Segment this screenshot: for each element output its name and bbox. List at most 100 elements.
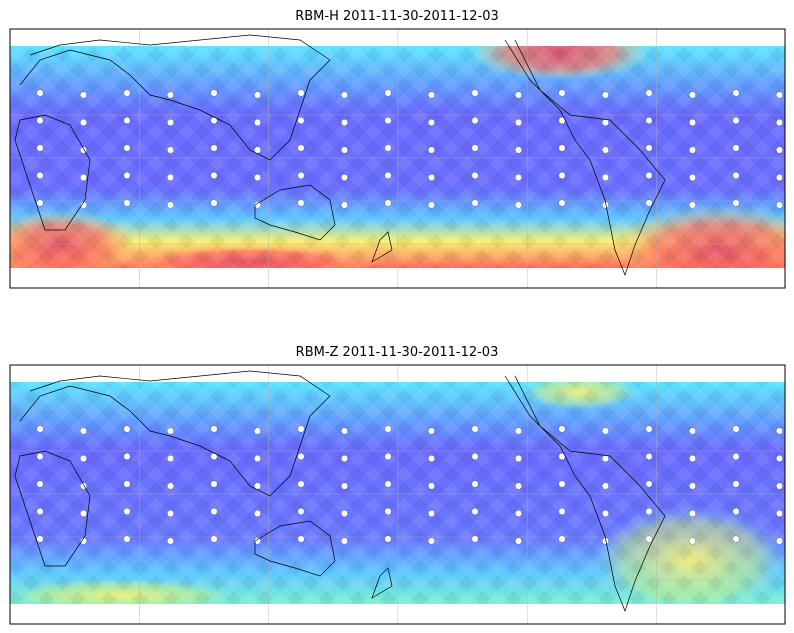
station-marker: [384, 535, 392, 543]
coastlines: [14, 370, 666, 613]
station-marker: [123, 508, 131, 515]
station-marker: [776, 427, 783, 435]
station-marker: [341, 91, 348, 99]
station-marker: [689, 455, 696, 462]
station-marker: [167, 146, 174, 154]
station-marker: [776, 201, 783, 209]
station-marker: [515, 174, 522, 181]
station-marker: [645, 117, 653, 124]
station-marker: [167, 427, 174, 435]
station-marker: [123, 144, 131, 152]
station-marker: [645, 425, 653, 433]
station-marker: [602, 482, 609, 490]
station-marker: [428, 482, 435, 490]
station-marker: [210, 535, 218, 543]
station-marker: [341, 119, 348, 126]
station-marker: [341, 537, 348, 545]
station-marker: [732, 480, 740, 488]
station-marker: [471, 453, 479, 460]
station-marker: [80, 455, 87, 462]
station-marker: [254, 174, 261, 181]
station-marker: [689, 91, 696, 99]
station-marker: [689, 482, 696, 490]
panel-title: RBM-H 2011-11-30-2011-12-03: [295, 9, 499, 24]
station-marker: [515, 146, 522, 154]
station-marker: [732, 89, 740, 97]
station-marker: [36, 172, 44, 179]
station-marker: [776, 119, 783, 126]
station-marker: [384, 144, 392, 152]
station-marker: [210, 89, 218, 97]
station-marker: [645, 144, 653, 152]
station-marker: [602, 91, 609, 99]
station-marker: [689, 201, 696, 209]
station-marker: [167, 510, 174, 517]
station-marker: [167, 174, 174, 181]
station-marker: [210, 480, 218, 488]
map-frame: [9, 28, 786, 289]
station-marker: [645, 508, 653, 515]
station-marker: [210, 425, 218, 433]
station-marker: [341, 146, 348, 154]
station-marker: [732, 425, 740, 433]
station-marker: [602, 146, 609, 154]
station-marker: [776, 537, 783, 545]
station-marker: [558, 480, 566, 488]
station-marker: [471, 425, 479, 433]
grid: [10, 29, 785, 288]
station-marker: [341, 510, 348, 517]
station-marker: [123, 480, 131, 488]
station-marker: [297, 199, 305, 207]
station-marker: [515, 91, 522, 99]
station-marker: [428, 174, 435, 181]
station-marker: [36, 117, 44, 124]
station-marker: [515, 455, 522, 462]
station-marker: [384, 117, 392, 124]
station-marker: [602, 455, 609, 462]
grid: [10, 365, 785, 624]
station-marker: [384, 453, 392, 460]
station-marker: [689, 146, 696, 154]
station-marker: [471, 144, 479, 152]
station-marker: [732, 453, 740, 460]
station-marker: [341, 455, 348, 462]
station-marker: [36, 535, 44, 543]
station-marker: [36, 144, 44, 152]
station-marker: [515, 482, 522, 490]
station-marker: [776, 91, 783, 99]
station-marker: [36, 89, 44, 97]
station-marker: [515, 119, 522, 126]
station-marker: [297, 172, 305, 179]
station-marker: [602, 427, 609, 435]
station-marker: [341, 427, 348, 435]
station-marker: [80, 119, 87, 126]
station-marker: [384, 172, 392, 179]
station-marker: [471, 508, 479, 515]
station-marker: [210, 144, 218, 152]
station-marker: [558, 508, 566, 515]
station-marker: [210, 199, 218, 207]
station-marker: [36, 508, 44, 515]
station-marker: [471, 117, 479, 124]
station-marker: [776, 510, 783, 517]
station-marker: [123, 535, 131, 543]
station-marker: [428, 91, 435, 99]
station-marker: [123, 425, 131, 433]
station-marker: [384, 508, 392, 515]
station-marker: [558, 144, 566, 152]
station-marker: [645, 199, 653, 207]
station-marker: [645, 89, 653, 97]
station-marker: [254, 455, 261, 462]
panel-title: RBM-Z 2011-11-30-2011-12-03: [296, 345, 499, 360]
station-marker: [515, 427, 522, 435]
station-marker: [297, 480, 305, 488]
station-marker: [776, 146, 783, 154]
station-marker: [732, 199, 740, 207]
station-marker: [645, 480, 653, 488]
station-marker: [167, 537, 174, 545]
station-marker: [471, 480, 479, 488]
station-marker: [254, 146, 261, 154]
station-marker: [384, 89, 392, 97]
station-marker: [732, 172, 740, 179]
station-marker: [123, 199, 131, 207]
